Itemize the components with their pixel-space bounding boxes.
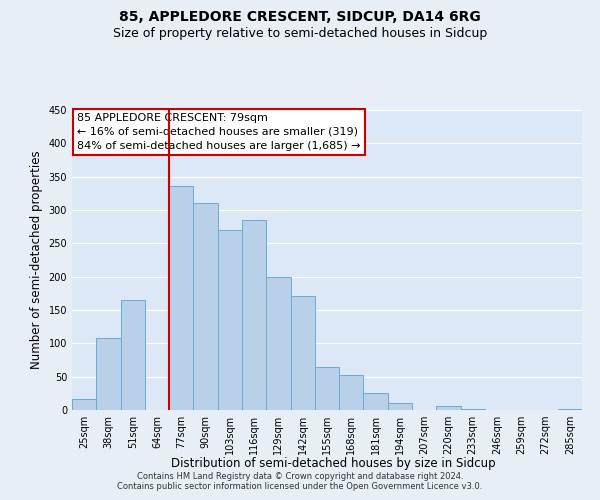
Text: Contains public sector information licensed under the Open Government Licence v3: Contains public sector information licen…: [118, 482, 482, 491]
Bar: [558, 408, 582, 410]
Bar: [364, 394, 388, 410]
Bar: [121, 300, 145, 410]
Text: Distribution of semi-detached houses by size in Sidcup: Distribution of semi-detached houses by …: [170, 458, 496, 470]
Bar: [242, 220, 266, 410]
Bar: [96, 338, 121, 410]
Text: 85, APPLEDORE CRESCENT, SIDCUP, DA14 6RG: 85, APPLEDORE CRESCENT, SIDCUP, DA14 6RG: [119, 10, 481, 24]
Text: Size of property relative to semi-detached houses in Sidcup: Size of property relative to semi-detach…: [113, 28, 487, 40]
Y-axis label: Number of semi-detached properties: Number of semi-detached properties: [30, 150, 43, 370]
Text: Contains HM Land Registry data © Crown copyright and database right 2024.: Contains HM Land Registry data © Crown c…: [137, 472, 463, 481]
Bar: [290, 296, 315, 410]
Bar: [436, 406, 461, 410]
Bar: [339, 374, 364, 410]
Bar: [169, 186, 193, 410]
Bar: [315, 366, 339, 410]
Bar: [266, 276, 290, 410]
Bar: [218, 230, 242, 410]
Text: 85 APPLEDORE CRESCENT: 79sqm
← 16% of semi-detached houses are smaller (319)
84%: 85 APPLEDORE CRESCENT: 79sqm ← 16% of se…: [77, 113, 361, 151]
Bar: [461, 408, 485, 410]
Bar: [72, 398, 96, 410]
Bar: [193, 204, 218, 410]
Bar: [388, 404, 412, 410]
